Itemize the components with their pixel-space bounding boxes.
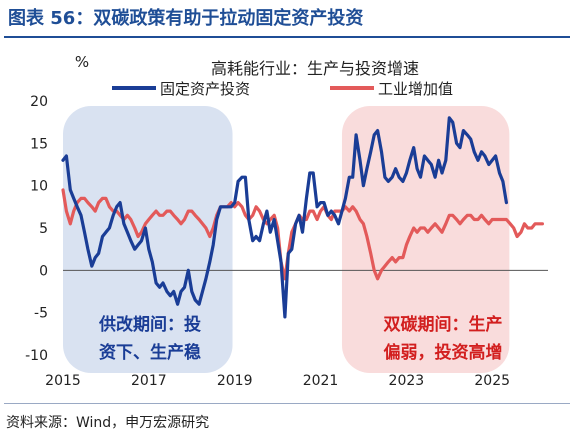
legend: 固定资产投资 工业增加值 (112, 80, 453, 98)
figure-title: 图表 56：双碳政策有助于拉动固定资产投资 (8, 8, 364, 29)
x-tick-label: 2017 (131, 373, 167, 389)
title-underline (4, 36, 570, 38)
legend-label-industrial-output: 工业增加值 (378, 80, 453, 98)
annotation-1-line-2: 资下、生产稳 (99, 342, 201, 363)
y-tick-label: 0 (39, 263, 48, 279)
y-axis-unit-label: % (75, 53, 89, 71)
source-note: 资料来源：Wind，申万宏源研究 (6, 415, 210, 431)
series-line-fixed-investment (61, 116, 508, 319)
legend-label-fixed-investment: 固定资产投资 (160, 80, 250, 98)
x-tick-label: 2019 (217, 373, 253, 389)
series-lines (61, 116, 544, 319)
x-tick-label: 2025 (474, 373, 510, 389)
source-divider (4, 403, 570, 404)
y-tick-label: 20 (30, 94, 48, 110)
chart-svg: -10 -5 0 5 10 15 20 2015 2017 2019 2021 2023 2025 高… (25, 53, 548, 389)
x-tick-label: 2021 (303, 373, 339, 389)
annotation-2-line-2: 偏弱，投资高增 (384, 342, 503, 363)
x-tick-label: 2015 (45, 373, 81, 389)
annotation-2-line-1: 双碳期间：生产 (384, 314, 503, 335)
y-tick-label: 15 (30, 136, 48, 152)
x-tick-label: 2023 (389, 373, 425, 389)
y-axis: -10 -5 0 5 10 15 20 (25, 94, 48, 364)
annotation-1-line-1: 供改期间：投 (98, 314, 201, 335)
chart-title: 高耗能行业：生产与投资增速 (211, 59, 419, 78)
y-tick-label: -10 (25, 348, 48, 364)
y-tick-label: -5 (34, 306, 48, 322)
y-tick-label: 10 (30, 179, 48, 195)
x-axis: 2015 2017 2019 2021 2023 2025 (45, 269, 548, 389)
y-tick-label: 5 (39, 221, 48, 237)
